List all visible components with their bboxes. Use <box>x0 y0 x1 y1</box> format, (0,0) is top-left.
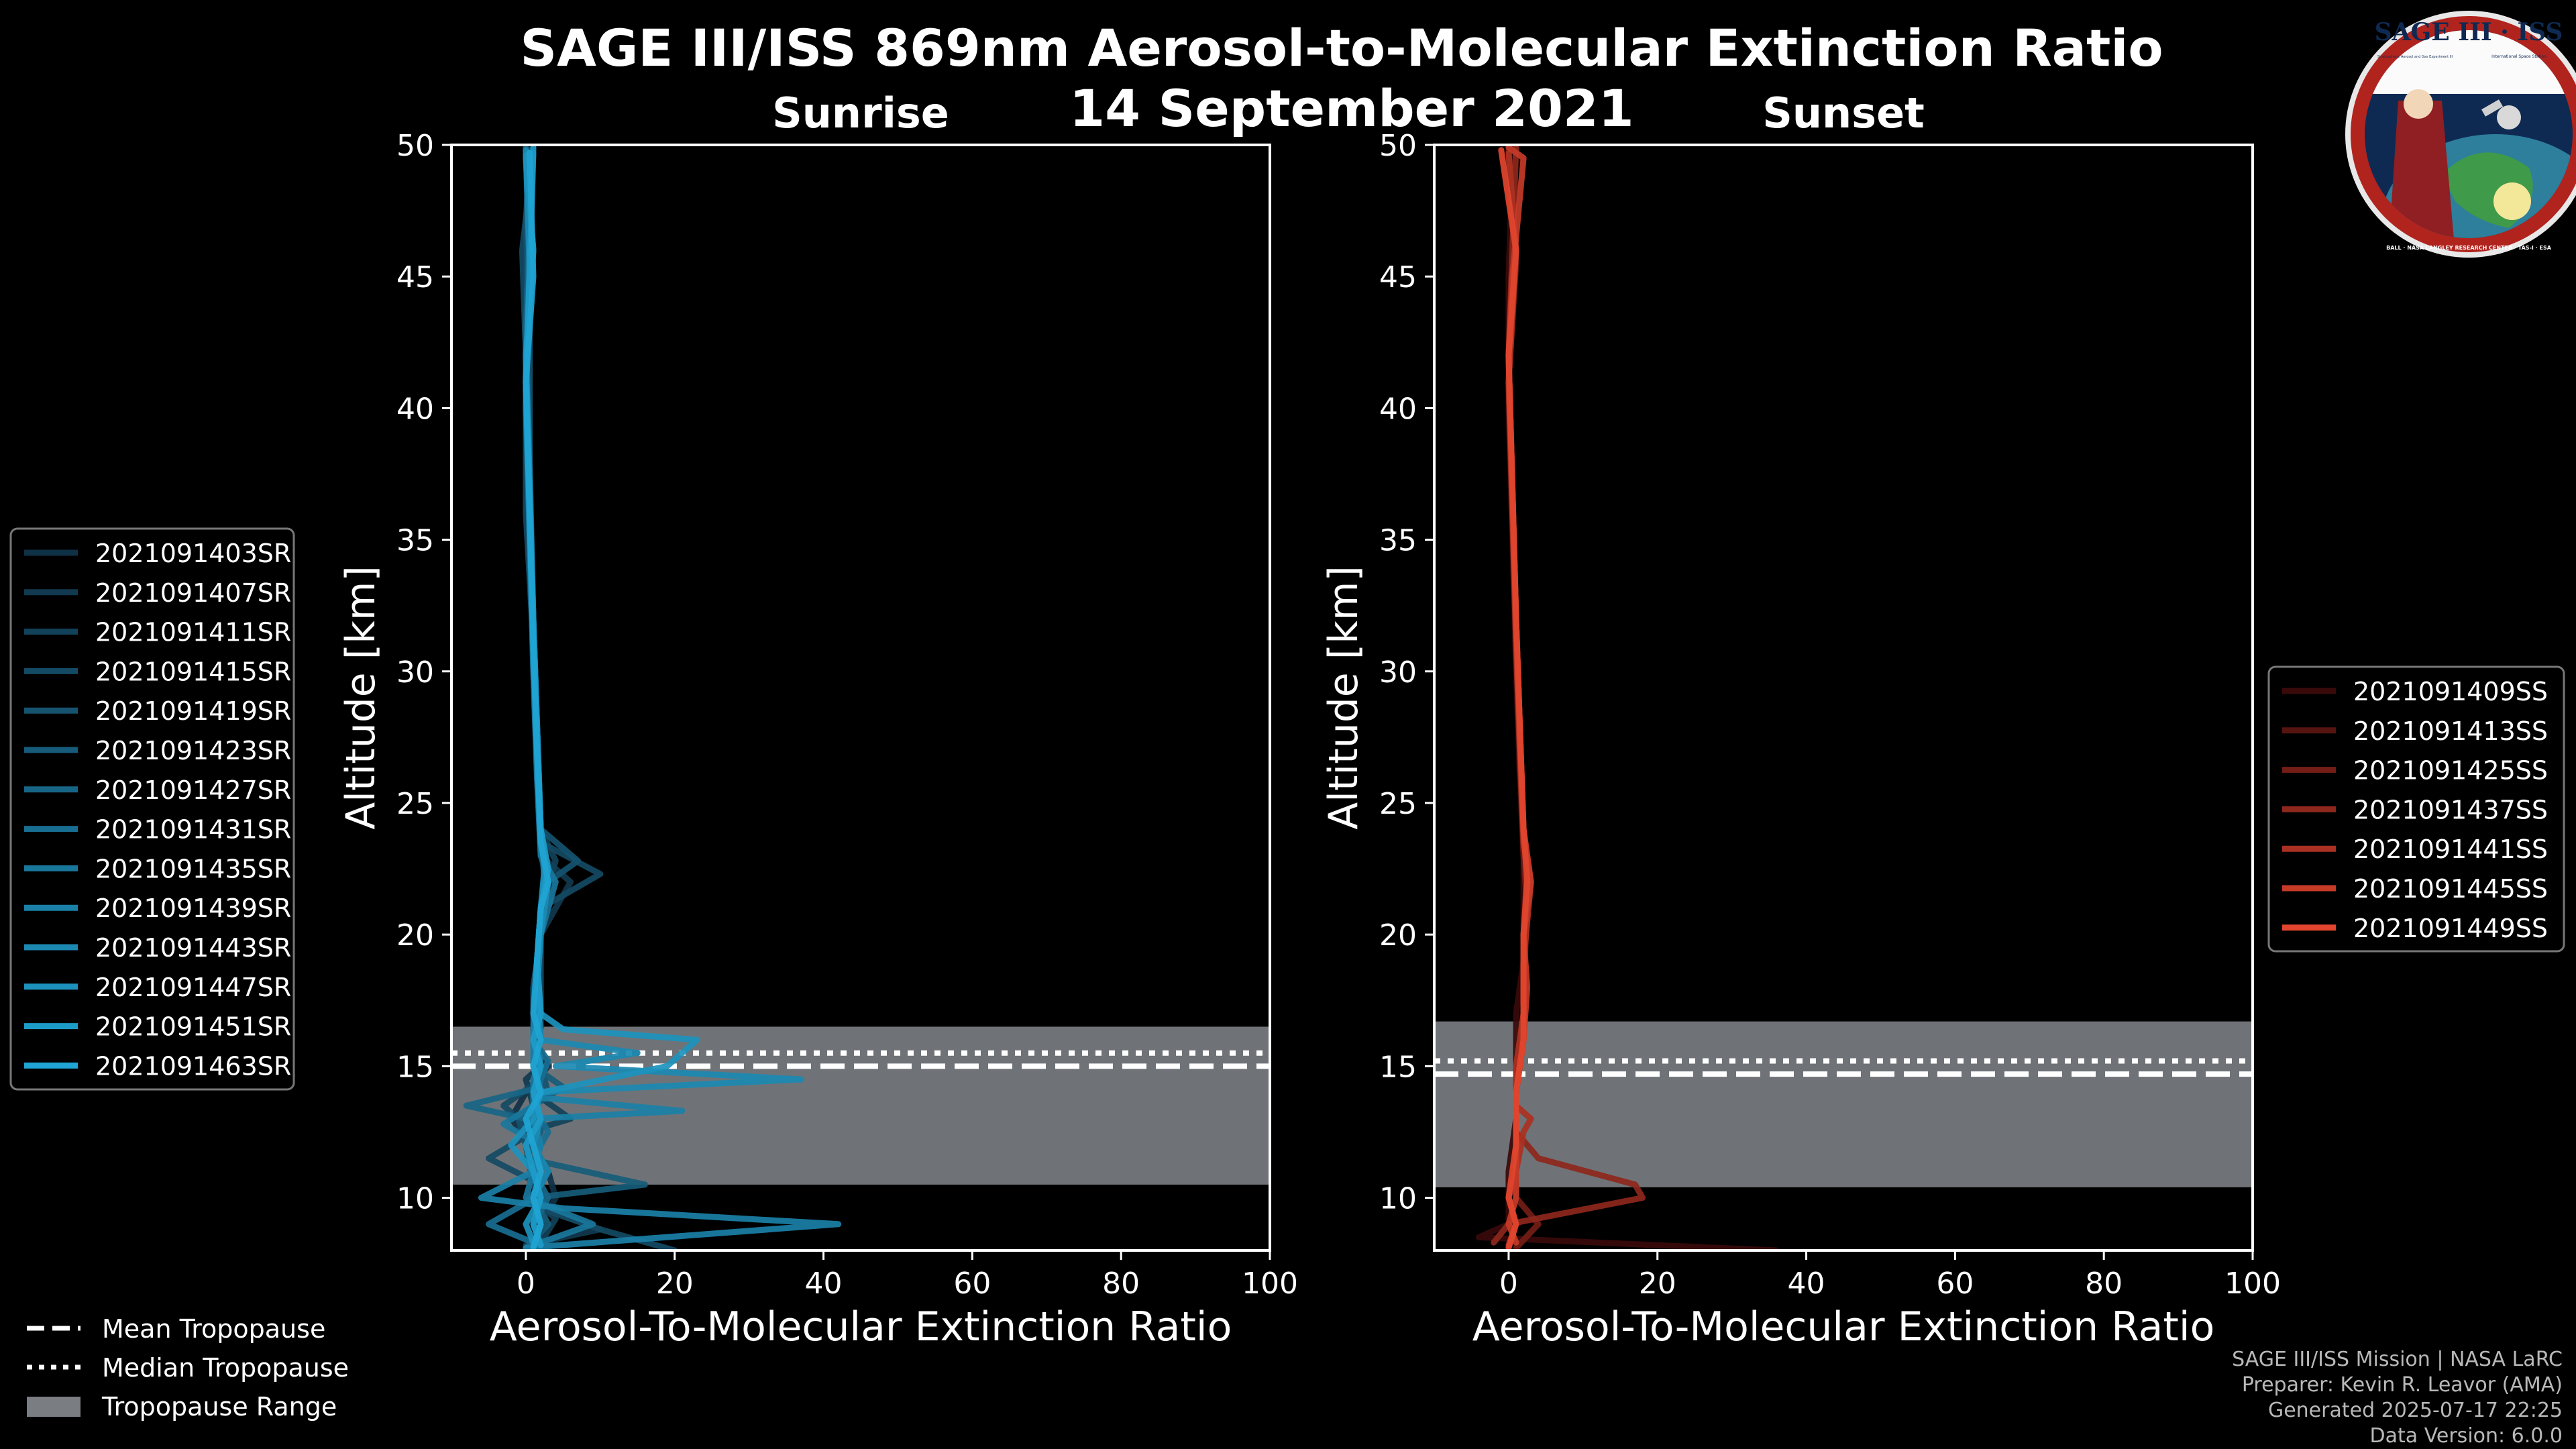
sunrise-ytick-label: 35 <box>396 524 434 558</box>
credit-line-4: Data Version: 6.0.0 <box>2370 1424 2563 1448</box>
sunset-ytick-label: 50 <box>1379 129 1417 163</box>
mean-tropopause-label: Mean Tropopause <box>102 1314 325 1344</box>
sunrise-legend-label: 2021091407SR <box>95 578 291 608</box>
sunset-xtick-label: 0 <box>1499 1267 1518 1301</box>
sunrise-legend-label: 2021091415SR <box>95 657 291 686</box>
sunset-panel: 0 20 40 60 80 100 10 15 20 25 30 35 40 45 50 Aerosol-… <box>1320 129 2281 1350</box>
sunset-legend-label: 2021091413SS <box>2353 716 2548 746</box>
sunrise-panel: 0 20 40 60 80 100 10 15 20 25 30 35 40 45 50 Aerosol-… <box>337 129 1298 1350</box>
sunrise-xtick-label: 40 <box>805 1267 843 1301</box>
tropopause-range-swatch <box>27 1397 80 1417</box>
sunset-xlabel: Aerosol-To-Molecular Extinction Ratio <box>1472 1303 2215 1350</box>
credit-line-2: Preparer: Kevin R. Leavor (AMA) <box>2242 1373 2563 1397</box>
sunrise-legend-label: 2021091403SR <box>95 539 291 568</box>
sunrise-xlabel: Aerosol-To-Molecular Extinction Ratio <box>490 1303 1232 1350</box>
sunset-legend-label: 2021091449SS <box>2353 914 2548 943</box>
sunset-ytick-label: 15 <box>1379 1050 1417 1084</box>
credit-line-1: SAGE III/ISS Mission | NASA LaRC <box>2232 1348 2563 1371</box>
sunset-ytick-label: 40 <box>1379 392 1417 426</box>
sunset-legend-label: 2021091437SS <box>2353 795 2548 824</box>
sunrise-panel-title: Sunrise <box>772 89 949 138</box>
sunset-xtick-label: 20 <box>1639 1267 1676 1301</box>
sunrise-ytick-label: 45 <box>396 260 434 294</box>
sunset-tropopause-range <box>1434 1021 2253 1187</box>
tropopause-range-label: Tropopause Range <box>101 1392 337 1421</box>
sunset-ytick-label: 25 <box>1379 787 1417 821</box>
sunset-panel-title: Sunset <box>1762 89 1925 138</box>
sunset-legend-label: 2021091441SS <box>2353 835 2548 864</box>
sunrise-legend-label: 2021091431SR <box>95 815 291 845</box>
sunrise-ytick-label: 15 <box>396 1050 434 1084</box>
sunrise-legend-label: 2021091419SR <box>95 696 291 726</box>
credits: SAGE III/ISS Mission | NASA LaRC Prepare… <box>2232 1348 2563 1448</box>
sunset-ylabel: Altitude [km] <box>1320 566 1367 830</box>
sunrise-ylabel: Altitude [km] <box>337 566 384 830</box>
sunset-ytick-label: 10 <box>1379 1182 1417 1216</box>
sunrise-ytick-label: 20 <box>396 918 434 953</box>
sunrise-legend-label: 2021091439SR <box>95 894 291 923</box>
sunset-ytick-label: 30 <box>1379 655 1417 690</box>
sunrise-legend-label: 2021091463SR <box>95 1051 291 1081</box>
sunset-xtick-label: 60 <box>1936 1267 1974 1301</box>
sunset-axes-frame <box>1433 144 2254 1252</box>
sunrise-series-2021091463SR <box>523 150 551 1250</box>
sunset-ytick-label: 45 <box>1379 260 1417 294</box>
credit-line-3: Generated 2025-07-17 22:25 <box>2268 1399 2563 1422</box>
sunrise-legend-label: 2021091435SR <box>95 854 291 883</box>
sunset-legend-label: 2021091409SS <box>2353 677 2548 706</box>
logo-ring-text: BALL · NASA LANGLEY RESEARCH CENTER · TA… <box>2386 245 2552 251</box>
sunrise-ytick-label: 40 <box>396 392 434 426</box>
median-tropopause-label: Median Tropopause <box>102 1353 349 1383</box>
tropopause-legend: Mean Tropopause Median Tropopause Tropop… <box>27 1314 349 1421</box>
sunrise-xtick-label: 100 <box>1242 1267 1298 1301</box>
sunrise-legend-box <box>9 527 295 1091</box>
figure-title-line2: 14 September 2021 <box>1069 78 1633 138</box>
sunset-series-2021091449SS <box>1498 147 1531 1250</box>
sunrise-xtick-label: 20 <box>656 1267 694 1301</box>
sunrise-legend-label: 2021091451SR <box>95 1012 291 1042</box>
logo-left-small: Stratospheric Aerosol and Gas Experiment… <box>2377 55 2453 59</box>
sunrise-xtick-label: 80 <box>1102 1267 1140 1301</box>
sunset-legend: 2021091409SS 2021091413SS 2021091425SS 2021… <box>2267 665 2565 953</box>
sunrise-legend-label: 2021091427SR <box>95 775 291 805</box>
sunrise-ytick-label: 30 <box>396 655 434 690</box>
sunrise-legend-label: 2021091411SR <box>95 618 291 647</box>
sunset-xtick-label: 80 <box>2085 1267 2123 1301</box>
logo-top-text: SAGE III · ISS <box>2375 18 2563 46</box>
sunrise-ytick-label: 10 <box>396 1182 434 1216</box>
sunset-ytick-label: 35 <box>1379 524 1417 558</box>
sunrise-legend-label: 2021091423SR <box>95 736 291 765</box>
figure-title-line1: SAGE III/ISS 869nm Aerosol-to-Molecular … <box>520 18 2163 78</box>
sunrise-ytick-label: 50 <box>396 129 434 163</box>
logo-right-small: International Space Station <box>2491 54 2546 59</box>
sunrise-xtick-label: 0 <box>517 1267 535 1301</box>
sunrise-legend-label: 2021091443SR <box>95 933 291 963</box>
sunrise-ytick-label: 25 <box>396 787 434 821</box>
sunrise-axes-frame <box>450 144 1271 1252</box>
sunset-xtick-label: 40 <box>1788 1267 1825 1301</box>
sunrise-legend: 2021091403SR 2021091407SR 2021091411SR 2021… <box>9 527 295 1091</box>
sunset-xtick-label: 100 <box>2224 1267 2281 1301</box>
sunrise-legend-label: 2021091447SR <box>95 973 291 1002</box>
sunset-ytick-label: 20 <box>1379 918 1417 953</box>
sunset-legend-label: 2021091425SS <box>2353 756 2548 786</box>
sunset-legend-label: 2021091445SS <box>2353 874 2548 904</box>
sunset-legend-box <box>2267 665 2565 953</box>
sage-iii-iss-logo: SAGE III · ISS Stratospheric Aerosol and… <box>2345 11 2576 258</box>
sunrise-xtick-label: 60 <box>953 1267 991 1301</box>
